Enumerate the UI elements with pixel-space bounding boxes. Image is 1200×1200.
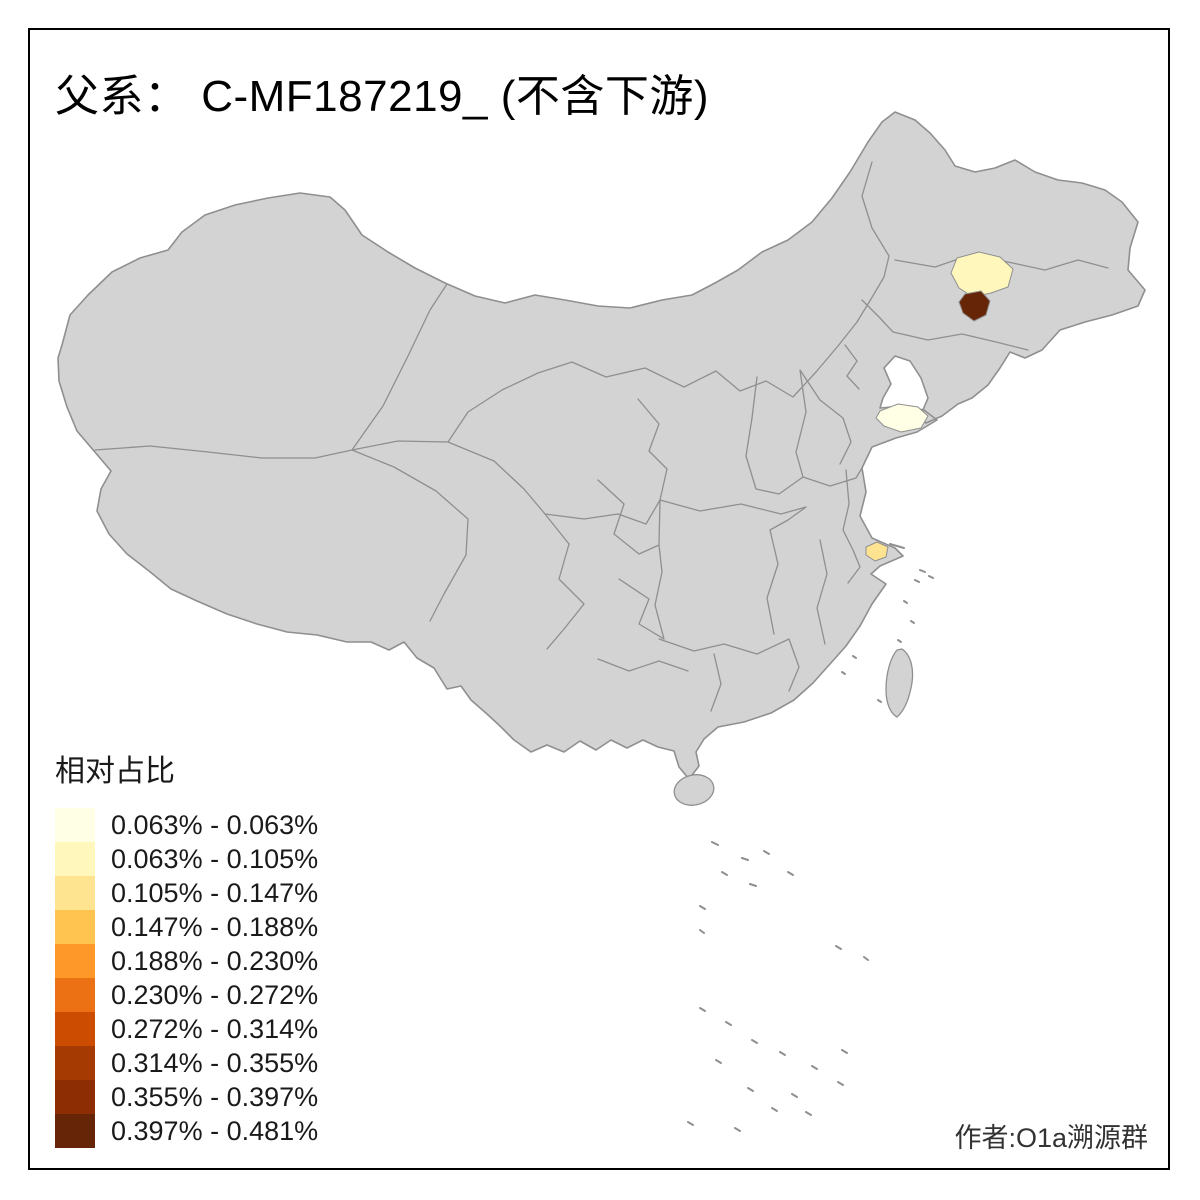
- legend-row: 0.272% - 0.314%: [55, 1012, 318, 1046]
- legend-rows: 0.063% - 0.063% 0.063% - 0.105% 0.105% -…: [55, 808, 318, 1148]
- legend-label: 0.230% - 0.272%: [111, 979, 319, 1010]
- highlight-region-northeast-pale: [950, 251, 1014, 298]
- legend-label: 0.355% - 0.397%: [111, 1081, 319, 1112]
- legend-title: 相对占比: [55, 755, 175, 788]
- legend-label: 0.105% - 0.147%: [111, 877, 319, 908]
- legend-label: 0.063% - 0.063%: [111, 809, 319, 840]
- province-borders: [94, 161, 1109, 712]
- legend-row: 0.397% - 0.481%: [55, 1114, 318, 1148]
- highlight-region-jiangnan-gold: [865, 541, 889, 562]
- legend-label: 0.314% - 0.355%: [111, 1047, 319, 1078]
- legend-swatch: [55, 910, 95, 944]
- legend-swatch: [55, 1080, 95, 1114]
- map-strokes: [57, 111, 1146, 1132]
- legend-row: 0.314% - 0.355%: [55, 1046, 318, 1080]
- highlighted-regions: [865, 251, 1014, 562]
- highlight-region-shandong-pale: [875, 403, 929, 433]
- legend-label: 0.063% - 0.105%: [111, 843, 319, 874]
- legend-swatch: [55, 978, 95, 1012]
- legend-row: 0.063% - 0.063%: [55, 808, 318, 842]
- hainan-island: [673, 774, 715, 806]
- legend-swatch: [55, 1114, 95, 1148]
- page-title: 父系： C-MF187219_ (不含下游): [55, 72, 710, 121]
- legend-row: 0.063% - 0.105%: [55, 842, 318, 876]
- legend-row: 0.355% - 0.397%: [55, 1080, 318, 1114]
- taiwan-island: [885, 648, 914, 718]
- legend-label: 0.272% - 0.314%: [111, 1013, 319, 1044]
- south-china-sea-islands: [687, 841, 869, 1132]
- legend-label: 0.397% - 0.481%: [111, 1115, 319, 1146]
- legend-swatch: [55, 842, 95, 876]
- legend-swatch: [55, 876, 95, 910]
- legend-swatch: [55, 1046, 95, 1080]
- map-landmass: [57, 111, 1146, 806]
- legend-swatch: [55, 944, 95, 978]
- legend-row: 0.147% - 0.188%: [55, 910, 318, 944]
- legend-row: 0.188% - 0.230%: [55, 944, 318, 978]
- legend-label: 0.147% - 0.188%: [111, 911, 319, 942]
- coastal-islets: [841, 543, 934, 703]
- legend-label: 0.188% - 0.230%: [111, 945, 319, 976]
- legend-swatch: [55, 1012, 95, 1046]
- legend: 相对占比 0.063% - 0.063% 0.063% - 0.105% 0.1…: [55, 746, 318, 1148]
- legend-row: 0.105% - 0.147%: [55, 876, 318, 910]
- mainland-outline: [57, 111, 1146, 780]
- legend-swatch: [55, 808, 95, 842]
- legend-row: 0.230% - 0.272%: [55, 978, 318, 1012]
- author-credit: 作者:O1a溯源群: [954, 1123, 1148, 1153]
- highlight-region-northeast-dark: [958, 290, 991, 322]
